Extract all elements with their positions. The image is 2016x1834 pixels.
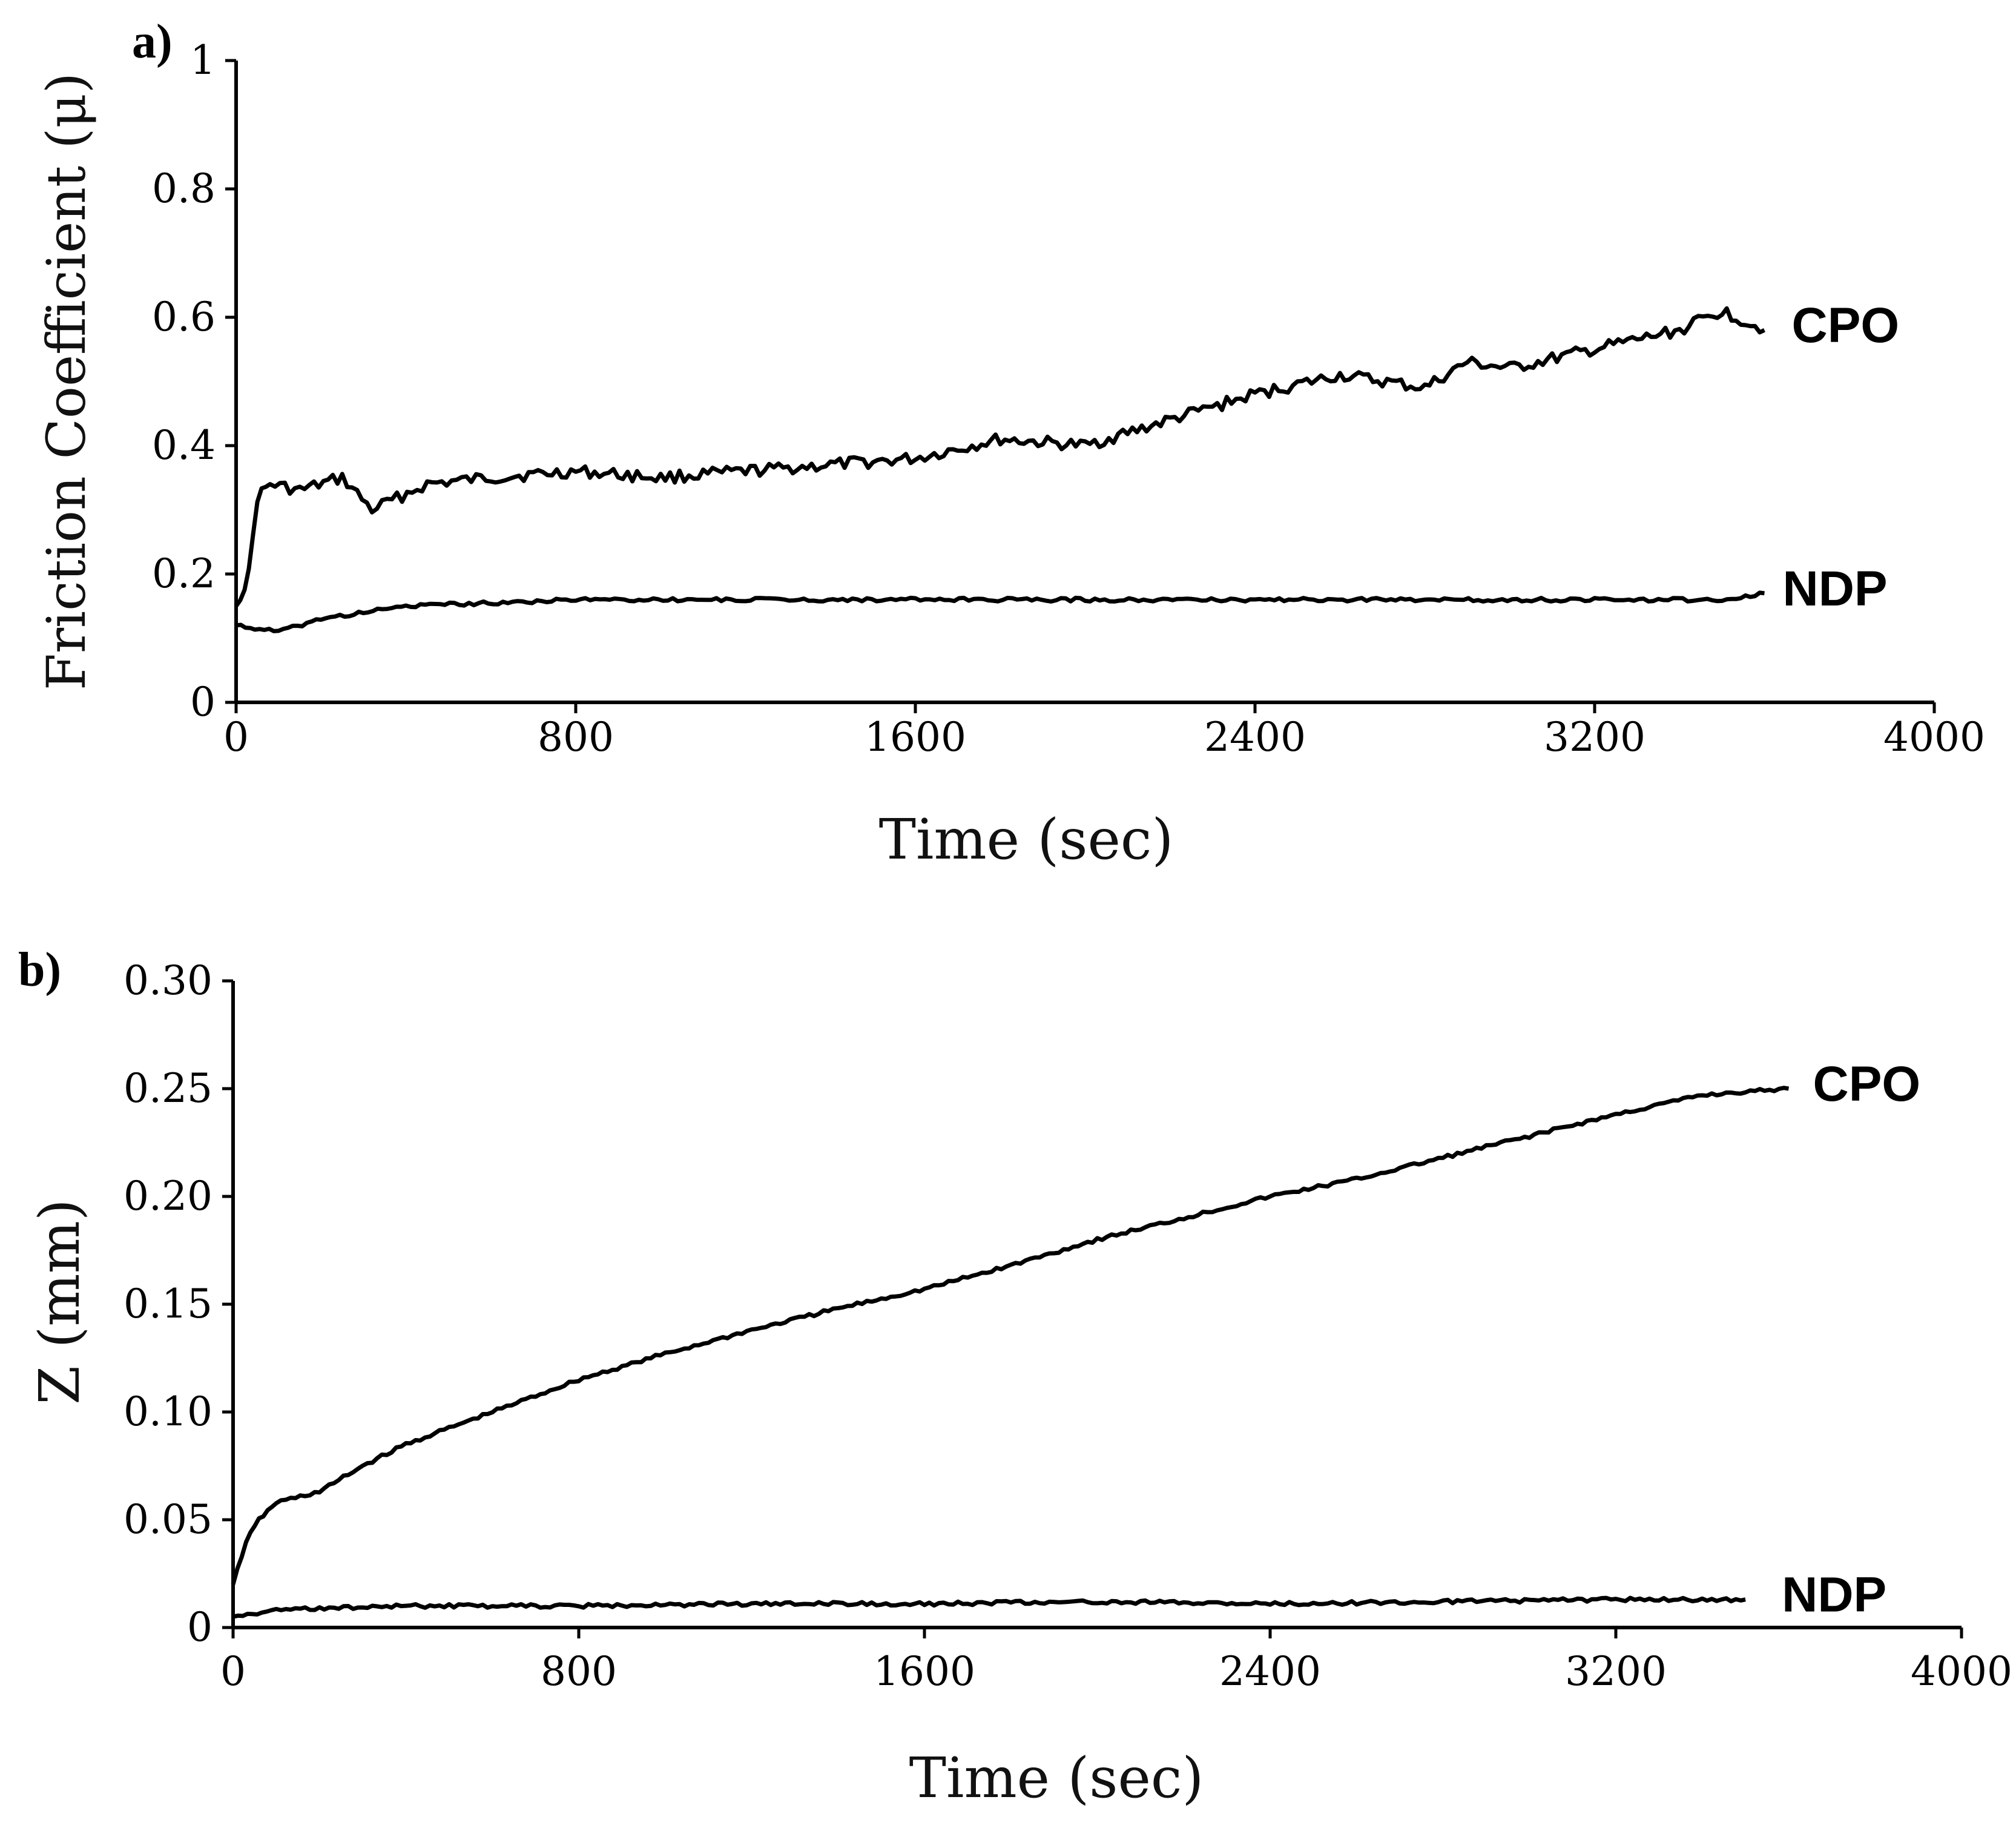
panel-a-plot-area: 0 800 1600 2400 3200 4000 0 0.2 0.4 0.6 0.8 1 CPO NDP — [152, 37, 1985, 760]
panel-b-y-tick-label: 0.25 — [124, 1065, 212, 1112]
panel-a-x-axis-title: Time (sec) — [879, 807, 1174, 872]
panel-b: b) 0 800 1600 2400 3200 4000 0 0.05 0.10 0.15 0.20… — [18, 943, 2012, 1810]
panel-b-series-label-cpo: CPO — [1813, 1057, 1921, 1112]
panel-b-series-label-ndp: NDP — [1782, 1568, 1886, 1623]
panel-b-label: b) — [18, 943, 61, 997]
panel-b-series-ndp-line — [232, 1595, 1746, 1619]
panel-b-y-tick-label: 0.15 — [124, 1281, 212, 1327]
panel-a-x-tick-label: 1600 — [865, 714, 966, 760]
panel-a-x-tick-label: 2400 — [1204, 714, 1306, 760]
panel-b-plot-area: 0 800 1600 2400 3200 4000 0 0.05 0.10 0.15 0.20 0.2… — [124, 957, 2012, 1695]
panel-a-y-tick-label: 0 — [190, 679, 216, 725]
panel-b-y-tick-label: 0.05 — [124, 1496, 212, 1543]
panel-b-y-axis-title: Z (mm) — [27, 1199, 92, 1404]
panel-a-series-label-ndp: NDP — [1783, 561, 1888, 616]
panel-a-y-tick-label: 1 — [190, 37, 216, 84]
panel-b-x-tick-label: 2400 — [1219, 1648, 1321, 1695]
panel-b-x-tick-label: 800 — [541, 1648, 617, 1695]
panel-a-label: a) — [132, 15, 173, 68]
panel-b-x-tick-label: 3200 — [1565, 1648, 1667, 1695]
panel-a-x-tick-label: 0 — [223, 714, 249, 760]
panel-a-y-axis-title: Friction Coefficient (μ) — [35, 73, 97, 690]
panel-a: a) 0 800 1600 2400 3200 4000 0 0.2 0.4 0.6 0.8 1 CPO… — [35, 15, 1985, 872]
panel-a-y-tick-label: 0.4 — [152, 422, 216, 469]
panel-b-x-axis-title: Time (sec) — [909, 1746, 1204, 1810]
panel-b-x-tick-label: 0 — [220, 1648, 246, 1695]
panel-a-series-ndp-line — [236, 590, 1765, 633]
panel-a-series-label-cpo: CPO — [1792, 298, 1900, 353]
panel-a-y-tick-label: 0.8 — [152, 165, 216, 212]
panel-a-x-tick-label: 800 — [538, 714, 614, 760]
panel-b-y-tick-label: 0 — [187, 1604, 212, 1651]
panel-a-series-cpo-line — [234, 306, 1766, 608]
panel-b-series-cpo-line — [231, 1086, 1790, 1585]
panel-b-x-tick-label: 1600 — [874, 1648, 975, 1695]
panel-a-y-tick-label: 0.6 — [152, 294, 216, 340]
panel-b-x-tick-label: 4000 — [1911, 1648, 2012, 1695]
panel-a-x-tick-label: 4000 — [1883, 714, 1985, 760]
panel-a-x-tick-label: 3200 — [1544, 714, 1645, 760]
panel-a-y-tick-label: 0.2 — [152, 550, 216, 597]
panel-b-y-tick-label: 0.10 — [124, 1388, 212, 1435]
panel-b-y-tick-label: 0.30 — [124, 957, 212, 1004]
panel-b-y-tick-label: 0.20 — [124, 1173, 212, 1219]
